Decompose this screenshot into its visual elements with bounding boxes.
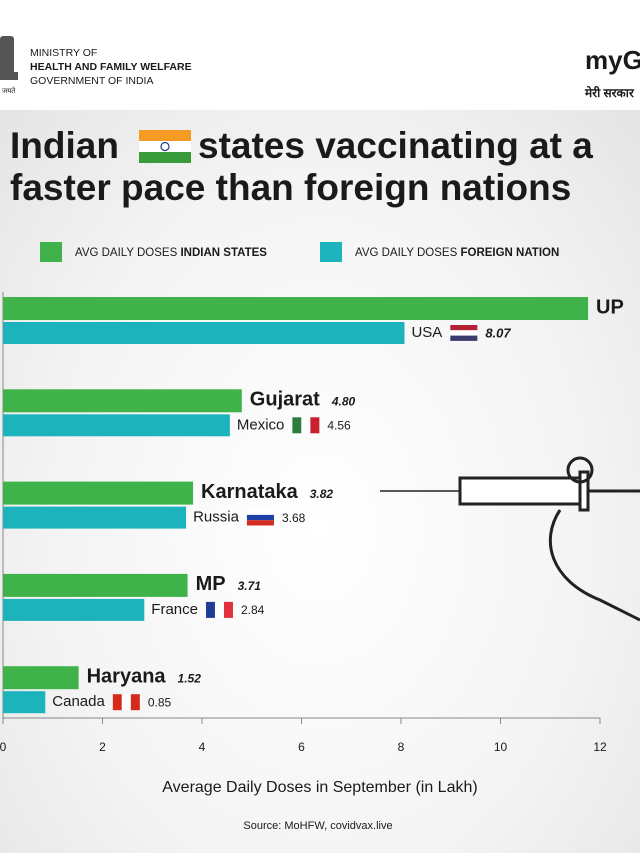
india-flag xyxy=(139,130,191,163)
flag xyxy=(301,417,311,434)
flag xyxy=(310,417,320,434)
state-label: Gujarat xyxy=(250,389,320,411)
flag xyxy=(292,417,302,434)
bar xyxy=(3,598,145,621)
ministry-line: HEALTH AND FAMILY WELFARE xyxy=(30,61,192,73)
header-band xyxy=(0,0,640,110)
legend-label-part: FOREIGN NATION xyxy=(460,247,559,259)
x-tick-label: 0 xyxy=(0,740,7,754)
value-label: 1.52 xyxy=(178,671,202,685)
legend-label: AVG DAILY DOSES INDIAN STATES xyxy=(75,247,267,259)
state-label: Karnataka xyxy=(201,481,299,503)
state-label: UP xyxy=(596,296,624,318)
ministry-line: MINISTRY OF xyxy=(30,47,97,59)
legend-label-part: AVG DAILY DOSES xyxy=(355,247,460,259)
bar xyxy=(3,691,46,714)
value-label: 8.07 xyxy=(485,325,511,340)
flag xyxy=(450,330,478,336)
value-label: 3.82 xyxy=(310,487,334,501)
legend-label-part: AVG DAILY DOSES xyxy=(75,247,180,259)
flag xyxy=(223,601,233,618)
country-label: USA xyxy=(411,324,442,341)
country-label: Russia xyxy=(193,509,240,526)
flag xyxy=(246,509,274,515)
bar xyxy=(3,506,187,529)
flag xyxy=(130,694,140,711)
value-label: 3.68 xyxy=(282,511,306,525)
value-label: 2.84 xyxy=(241,603,265,617)
bar xyxy=(3,297,589,320)
value-label: 3.71 xyxy=(238,579,262,593)
x-tick-label: 2 xyxy=(99,740,106,754)
country-label: Canada xyxy=(52,693,105,710)
emblem-motto: जयते xyxy=(2,86,16,95)
bar xyxy=(3,573,188,597)
logo-tagline: मेरी सरकार xyxy=(584,86,635,100)
country-label: France xyxy=(151,601,198,618)
legend-swatch xyxy=(40,242,62,262)
bar xyxy=(3,666,79,690)
flag xyxy=(246,520,274,526)
flag xyxy=(450,335,478,341)
bar xyxy=(3,481,194,505)
bar xyxy=(3,414,230,437)
title: Indian xyxy=(10,125,119,166)
title: states vaccinating at a xyxy=(198,125,593,166)
value-label: 4.56 xyxy=(327,418,351,432)
x-tick-label: 8 xyxy=(398,740,405,754)
value-label: 0.85 xyxy=(148,695,172,709)
flag xyxy=(450,325,478,331)
state-label: MP xyxy=(196,573,226,595)
flag xyxy=(205,601,215,618)
x-tick-label: 10 xyxy=(494,740,508,754)
bar xyxy=(3,322,405,344)
flag xyxy=(112,694,122,711)
source: Source: MoHFW, covidvax.live xyxy=(243,820,392,832)
x-tick-label: 12 xyxy=(593,740,607,754)
title: faster pace than foreign nations xyxy=(10,167,571,208)
x-axis-title: Average Daily Doses in September (in Lak… xyxy=(162,779,477,796)
emblem xyxy=(0,36,18,80)
x-tick-label: 6 xyxy=(298,740,305,754)
ministry-line: GOVERNMENT OF INDIA xyxy=(30,75,153,87)
bar xyxy=(3,389,242,413)
value-label: 4.80 xyxy=(331,394,356,408)
legend-swatch xyxy=(320,242,342,262)
legend-label-part: INDIAN STATES xyxy=(180,247,267,259)
state-label: Haryana xyxy=(87,665,167,687)
flag xyxy=(214,601,224,618)
syringe-illustration xyxy=(380,456,640,622)
x-tick-label: 4 xyxy=(199,740,206,754)
flag xyxy=(246,514,274,521)
flag xyxy=(121,694,131,711)
logo: myGOV xyxy=(585,45,640,75)
legend-label: AVG DAILY DOSES FOREIGN NATION xyxy=(355,247,559,259)
country-label: Mexico xyxy=(237,416,285,433)
